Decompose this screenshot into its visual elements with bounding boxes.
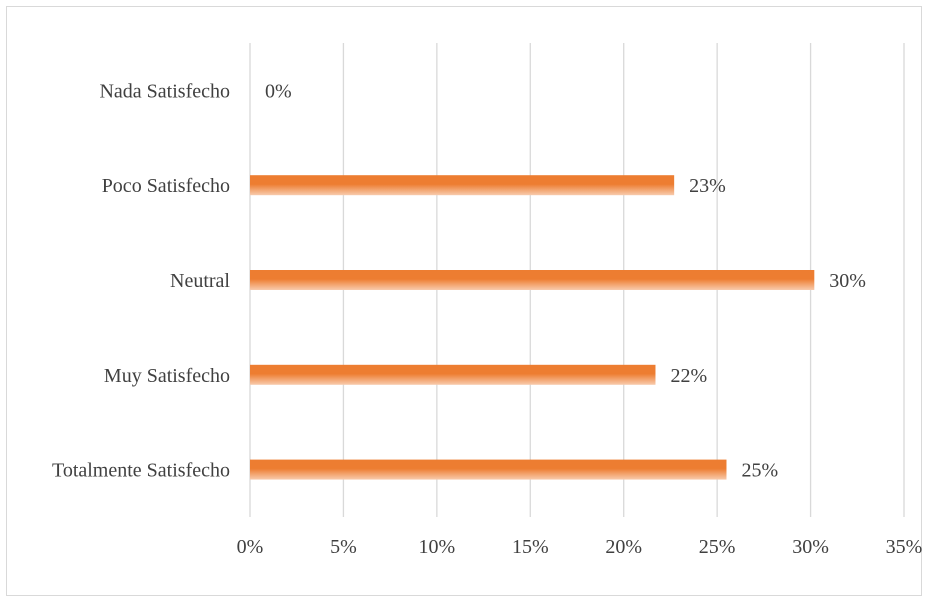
bars — [250, 175, 815, 480]
bar — [250, 364, 656, 385]
x-tick-label: 30% — [792, 536, 829, 558]
x-tick-label: 35% — [886, 536, 923, 558]
data-label: 22% — [670, 365, 707, 387]
category-label: Muy Satisfecho — [104, 365, 230, 387]
data-label: 30% — [829, 270, 866, 292]
data-label: 23% — [689, 175, 726, 197]
x-tick-label: 15% — [512, 536, 549, 558]
data-label: 25% — [741, 460, 778, 482]
x-tick-label: 0% — [237, 536, 264, 558]
x-axis-tick-labels: 0% 5% 10% 15% 20% 25% 30% 35% — [237, 536, 923, 558]
chart-frame: Nada Satisfecho Poco Satisfecho Neutral Muy… — [6, 6, 922, 596]
bar-chart: Nada Satisfecho Poco Satisfecho Neutral Muy… — [52, 43, 923, 558]
x-tick-label: 25% — [699, 536, 736, 558]
data-label: 0% — [265, 80, 292, 102]
data-labels: 0% 23% 30% 22% 25% — [265, 80, 866, 481]
x-tick-label: 5% — [330, 536, 357, 558]
category-label: Neutral — [170, 270, 230, 292]
category-label: Nada Satisfecho — [99, 80, 230, 102]
category-label: Totalmente Satisfecho — [52, 460, 230, 482]
category-labels: Nada Satisfecho Poco Satisfecho Neutral Muy… — [52, 80, 230, 481]
category-label: Poco Satisfecho — [102, 175, 230, 197]
x-tick-label: 10% — [419, 536, 456, 558]
bar — [250, 459, 727, 480]
bar — [250, 270, 815, 290]
x-tick-label: 20% — [605, 536, 642, 558]
bar — [250, 175, 675, 196]
